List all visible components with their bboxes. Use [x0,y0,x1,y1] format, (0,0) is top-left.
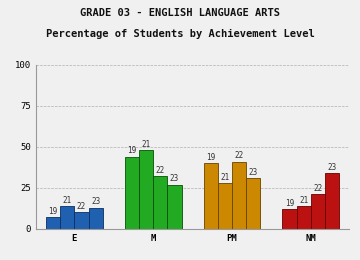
Text: 23: 23 [328,163,337,172]
Text: 22: 22 [234,151,244,160]
Text: 21: 21 [63,196,72,205]
Text: 19: 19 [206,153,215,162]
Bar [74,212,89,229]
Text: Percentage of Students by Achievement Level: Percentage of Students by Achievement Le… [46,29,314,39]
Bar [139,150,153,229]
Text: 23: 23 [249,168,258,177]
Bar [232,162,246,229]
Text: 21: 21 [220,173,230,182]
Text: 19: 19 [285,199,294,208]
Text: 19: 19 [48,207,58,216]
Bar [218,183,232,229]
Bar [282,209,297,229]
Bar [297,206,311,229]
Bar [203,163,218,229]
Text: 22: 22 [156,166,165,175]
Text: 19: 19 [127,146,136,155]
Text: GRADE 03 - ENGLISH LANGUAGE ARTS: GRADE 03 - ENGLISH LANGUAGE ARTS [80,8,280,18]
Text: 22: 22 [313,184,323,193]
Text: 21: 21 [141,140,151,149]
Bar [167,185,182,229]
Text: 22: 22 [77,202,86,211]
Text: 21: 21 [299,196,309,205]
Bar [325,173,339,229]
Bar [246,178,261,229]
Text: 23: 23 [170,174,179,183]
Bar [311,194,325,229]
Bar [125,157,139,229]
Bar [89,207,103,229]
Bar [60,206,74,229]
Text: 23: 23 [91,197,100,206]
Bar [46,217,60,229]
Bar [153,176,167,229]
